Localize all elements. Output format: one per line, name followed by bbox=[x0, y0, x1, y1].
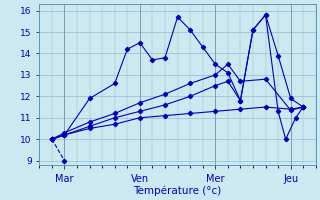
X-axis label: Température (°c): Température (°c) bbox=[133, 185, 222, 196]
